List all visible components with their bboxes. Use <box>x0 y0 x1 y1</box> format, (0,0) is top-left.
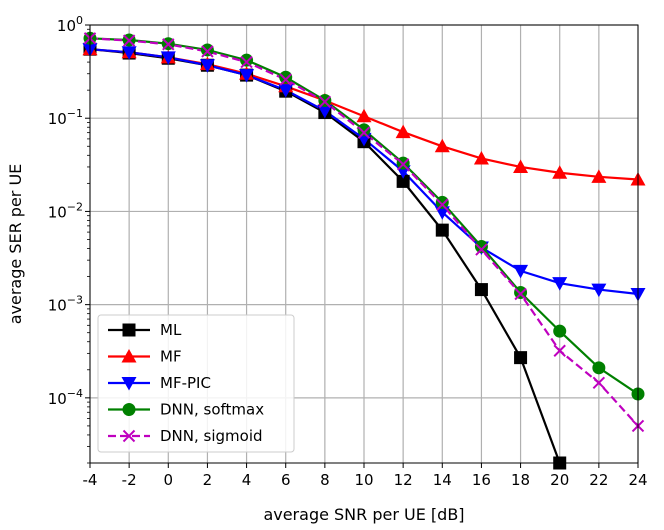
marker-mf <box>434 138 450 153</box>
marker-mf <box>473 150 489 165</box>
x-tick-label: 8 <box>320 471 330 489</box>
legend-marker-ml <box>122 323 136 337</box>
legend-label-mf-pic: MF-PIC <box>160 374 211 392</box>
y-tick-label: 10−3 <box>48 294 83 315</box>
y-tick-label: 10−4 <box>48 387 83 408</box>
y-axis-ticks: 100 10−1 10−2 10−3 10−4 <box>48 14 90 464</box>
x-tick-label: 0 <box>164 471 174 489</box>
x-tick-label: 2 <box>203 471 213 489</box>
marker-mf-pic <box>552 277 568 291</box>
marker-mf <box>513 159 529 173</box>
marker-dnn-softmax <box>435 195 449 209</box>
legend-marker-dnn-softmax <box>122 403 136 416</box>
legend-label-mf: MF <box>160 348 182 366</box>
x-tick-label: 18 <box>511 471 530 489</box>
marker-dnn-softmax <box>592 361 606 375</box>
x-tick-label: 22 <box>589 471 608 489</box>
marker-dnn-softmax <box>514 285 528 299</box>
marker-dnn-sigmoid <box>279 73 292 86</box>
legend-label-ml: ML <box>160 321 182 339</box>
marker-mf-pic <box>317 104 333 119</box>
marker-dnn-softmax <box>240 53 254 67</box>
x-tick-label: 10 <box>354 471 373 489</box>
marker-mf-pic <box>513 264 529 279</box>
marker-dnn-sigmoid <box>201 45 214 58</box>
legend-label-dnn-sigmoid: DNN, sigmoid <box>160 427 263 445</box>
marker-mf-pic <box>199 59 215 73</box>
legend-marker-dnn-sigmoid <box>122 429 136 443</box>
legend: ML MF MF-PIC DNN, softmax DNN, sigmoid <box>97 314 295 453</box>
marker-dnn-sigmoid <box>357 126 371 139</box>
marker-dnn-sigmoid <box>592 376 606 390</box>
marker-ml <box>514 351 528 365</box>
marker-ml <box>396 174 410 188</box>
marker-dnn-sigmoid <box>514 287 527 301</box>
marker-mf-pic <box>160 51 176 65</box>
marker-dnn-softmax <box>553 324 567 338</box>
x-tick-label: -4 <box>83 471 98 489</box>
marker-mf <box>552 165 568 179</box>
marker-dnn-sigmoid <box>122 34 136 47</box>
series-line-dnn-sigmoid <box>90 37 638 427</box>
y-axis-label: average SER per UE <box>6 164 25 325</box>
marker-dnn-softmax <box>279 70 293 84</box>
y-tick-label: 10−1 <box>48 107 83 128</box>
x-axis-label: average SNR per UE [dB] <box>263 505 464 524</box>
marker-mf-pic <box>591 283 607 298</box>
marker-dnn-sigmoid <box>240 55 253 69</box>
x-tick-label: 4 <box>242 471 252 489</box>
y-tick-label: 10−2 <box>48 200 83 221</box>
marker-mf-pic <box>239 69 255 83</box>
plot-frame <box>89 24 639 464</box>
marker-dnn-sigmoid <box>553 344 566 357</box>
marker-dnn-softmax <box>474 240 488 254</box>
marker-dnn-sigmoid <box>396 158 410 171</box>
legend-label-dnn-softmax: DNN, softmax <box>160 401 264 419</box>
x-tick-label: -2 <box>122 471 137 489</box>
marker-mf-pic <box>121 46 137 60</box>
y-tick-label: 100 <box>57 14 83 35</box>
marker-mf <box>395 124 411 139</box>
marker-dnn-sigmoid <box>162 38 175 51</box>
marker-ml <box>474 283 488 297</box>
marker-mf <box>356 108 372 123</box>
marker-dnn-sigmoid <box>475 243 488 256</box>
x-tick-label: 16 <box>472 471 491 489</box>
legend-marker-mf-pic <box>121 377 137 391</box>
marker-dnn-sigmoid <box>436 198 449 211</box>
x-tick-label: 14 <box>433 471 452 489</box>
marker-mf-pic <box>278 84 294 98</box>
marker-dnn-softmax <box>357 123 371 137</box>
x-tick-label: 6 <box>281 471 291 489</box>
x-axis-ticks: -4 -2 0 2 4 6 8 10 12 14 16 18 20 22 24 <box>83 463 648 489</box>
marker-dnn-softmax <box>200 43 214 57</box>
marker-dnn-sigmoid <box>318 95 332 109</box>
marker-ml <box>435 223 449 237</box>
x-tick-label: 24 <box>628 471 647 489</box>
legend-marker-mf <box>121 349 137 363</box>
x-tick-label: 20 <box>550 471 569 489</box>
x-tick-label: 12 <box>394 471 413 489</box>
marker-mf <box>591 169 607 183</box>
legend-box <box>97 314 295 453</box>
